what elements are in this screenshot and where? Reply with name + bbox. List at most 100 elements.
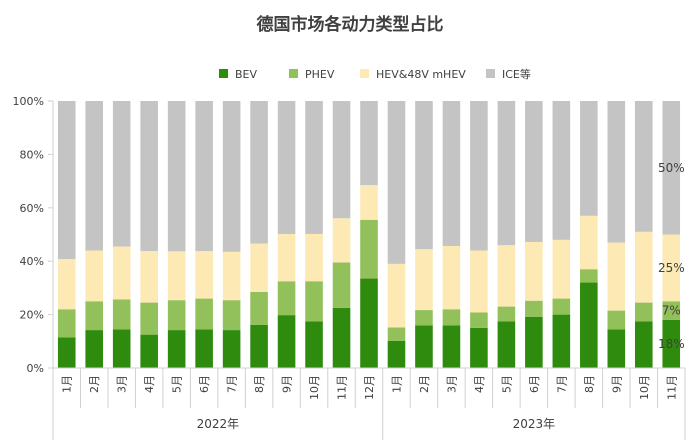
x-tick-label: 3月 bbox=[116, 375, 129, 393]
bar-segment bbox=[332, 262, 351, 308]
bar-segment bbox=[662, 319, 681, 368]
x-tick-label: 10月 bbox=[308, 375, 321, 400]
bar-segment bbox=[250, 324, 268, 368]
x-tick-label: 8月 bbox=[583, 375, 596, 393]
bar-segment bbox=[112, 299, 131, 330]
bar-segment bbox=[662, 101, 681, 235]
bar-segment bbox=[277, 233, 296, 282]
data-label: 18% bbox=[658, 337, 685, 351]
x-tick-label: 6月 bbox=[528, 375, 541, 393]
x-tick-label: 1月 bbox=[391, 375, 404, 393]
bar-segment bbox=[85, 250, 104, 302]
x-tick-label: 1月 bbox=[61, 375, 74, 393]
bar-segment bbox=[525, 316, 543, 368]
bar-segment bbox=[387, 263, 406, 328]
data-label: 25% bbox=[658, 261, 685, 275]
bar-segment bbox=[415, 325, 433, 368]
bar-segment bbox=[497, 306, 516, 322]
bar-segment bbox=[442, 309, 461, 326]
bar-segment bbox=[250, 291, 268, 325]
bar-segment bbox=[277, 315, 296, 368]
bar-segment bbox=[415, 249, 433, 311]
x-tick-label: 7月 bbox=[555, 375, 568, 393]
bar-segment bbox=[387, 340, 406, 368]
bar-segment bbox=[250, 101, 268, 244]
annotations: 50% 25% 7% 18% bbox=[658, 161, 685, 351]
bar-segment bbox=[662, 301, 681, 320]
bar-segment bbox=[360, 185, 378, 220]
bar-segment bbox=[442, 245, 461, 310]
x-tick-label: 9月 bbox=[281, 375, 294, 393]
bar-segment bbox=[415, 101, 433, 250]
bar-segment bbox=[195, 298, 213, 330]
bar-segment bbox=[525, 300, 543, 317]
legend-label: HEV&48V mHEV bbox=[376, 68, 466, 81]
bar-segment bbox=[112, 246, 131, 300]
bar-segment bbox=[607, 329, 626, 368]
bar-segment bbox=[57, 259, 76, 310]
legend-swatch bbox=[360, 69, 369, 78]
bar-segment bbox=[497, 245, 516, 307]
bar-segment bbox=[332, 218, 351, 263]
bar-segment bbox=[85, 101, 104, 251]
bar-segment bbox=[277, 281, 296, 316]
y-tick-label: 80% bbox=[20, 148, 44, 161]
y-tick-label: 20% bbox=[20, 309, 44, 322]
x-tick-label: 5月 bbox=[171, 375, 184, 393]
bar-segment bbox=[607, 242, 626, 311]
bar-segment bbox=[580, 101, 598, 216]
bar-segment bbox=[580, 215, 598, 270]
bar-segment bbox=[470, 101, 488, 251]
data-label: 7% bbox=[662, 304, 681, 318]
x-tick-label: 6月 bbox=[198, 375, 211, 393]
bar-segment bbox=[415, 310, 433, 326]
bar-segment bbox=[195, 251, 213, 299]
x-tick-label: 2月 bbox=[418, 375, 431, 393]
x-group-label: 2022年 bbox=[197, 417, 240, 431]
legend-label: ICE等 bbox=[502, 67, 531, 81]
x-tick-label: 7月 bbox=[226, 375, 239, 393]
bar-segment bbox=[552, 314, 571, 368]
bar-segment bbox=[222, 251, 241, 301]
y-tick-label: 40% bbox=[20, 255, 44, 268]
bar-segment bbox=[470, 327, 488, 368]
x-group-label: 2023年 bbox=[513, 417, 556, 431]
data-label: 50% bbox=[658, 161, 685, 175]
bar-segment bbox=[85, 330, 104, 368]
x-tick-label: 9月 bbox=[610, 375, 623, 393]
bar-segment bbox=[607, 310, 626, 330]
bar-segment bbox=[442, 101, 461, 246]
bar-segment bbox=[580, 269, 598, 283]
bar-segment bbox=[552, 298, 571, 315]
bar-segment bbox=[525, 241, 543, 301]
x-tick-label: 5月 bbox=[500, 375, 513, 393]
bar-segment bbox=[112, 329, 131, 368]
bar-segment bbox=[57, 101, 76, 260]
bar-segment bbox=[497, 101, 516, 246]
bar-segment bbox=[167, 300, 186, 331]
bar-segment bbox=[305, 281, 323, 322]
bar-segment bbox=[140, 101, 158, 252]
bar-segment bbox=[167, 251, 186, 301]
bar-segment bbox=[57, 337, 76, 368]
legend-swatch bbox=[486, 69, 495, 78]
x-tick-label: 8月 bbox=[253, 375, 266, 393]
bar-segment bbox=[140, 251, 158, 303]
legend: BEV PHEV HEV&48V mHEV ICE等 bbox=[219, 67, 531, 81]
bar-segment bbox=[497, 321, 516, 368]
x-tick-label: 4月 bbox=[473, 375, 486, 393]
bar-segment bbox=[387, 327, 406, 341]
bar-segment bbox=[222, 330, 241, 368]
bar-segment bbox=[552, 239, 571, 299]
bar-segment bbox=[222, 300, 241, 331]
bar-segment bbox=[195, 329, 213, 368]
legend-label: BEV bbox=[235, 68, 257, 81]
bar-segment bbox=[525, 101, 543, 242]
y-tick-label: 60% bbox=[20, 202, 44, 215]
bar-segment bbox=[634, 321, 653, 368]
bar-segment bbox=[85, 301, 104, 331]
bar-segment bbox=[277, 101, 296, 234]
legend-swatch bbox=[219, 69, 228, 78]
y-tick-label: 0% bbox=[27, 362, 44, 375]
